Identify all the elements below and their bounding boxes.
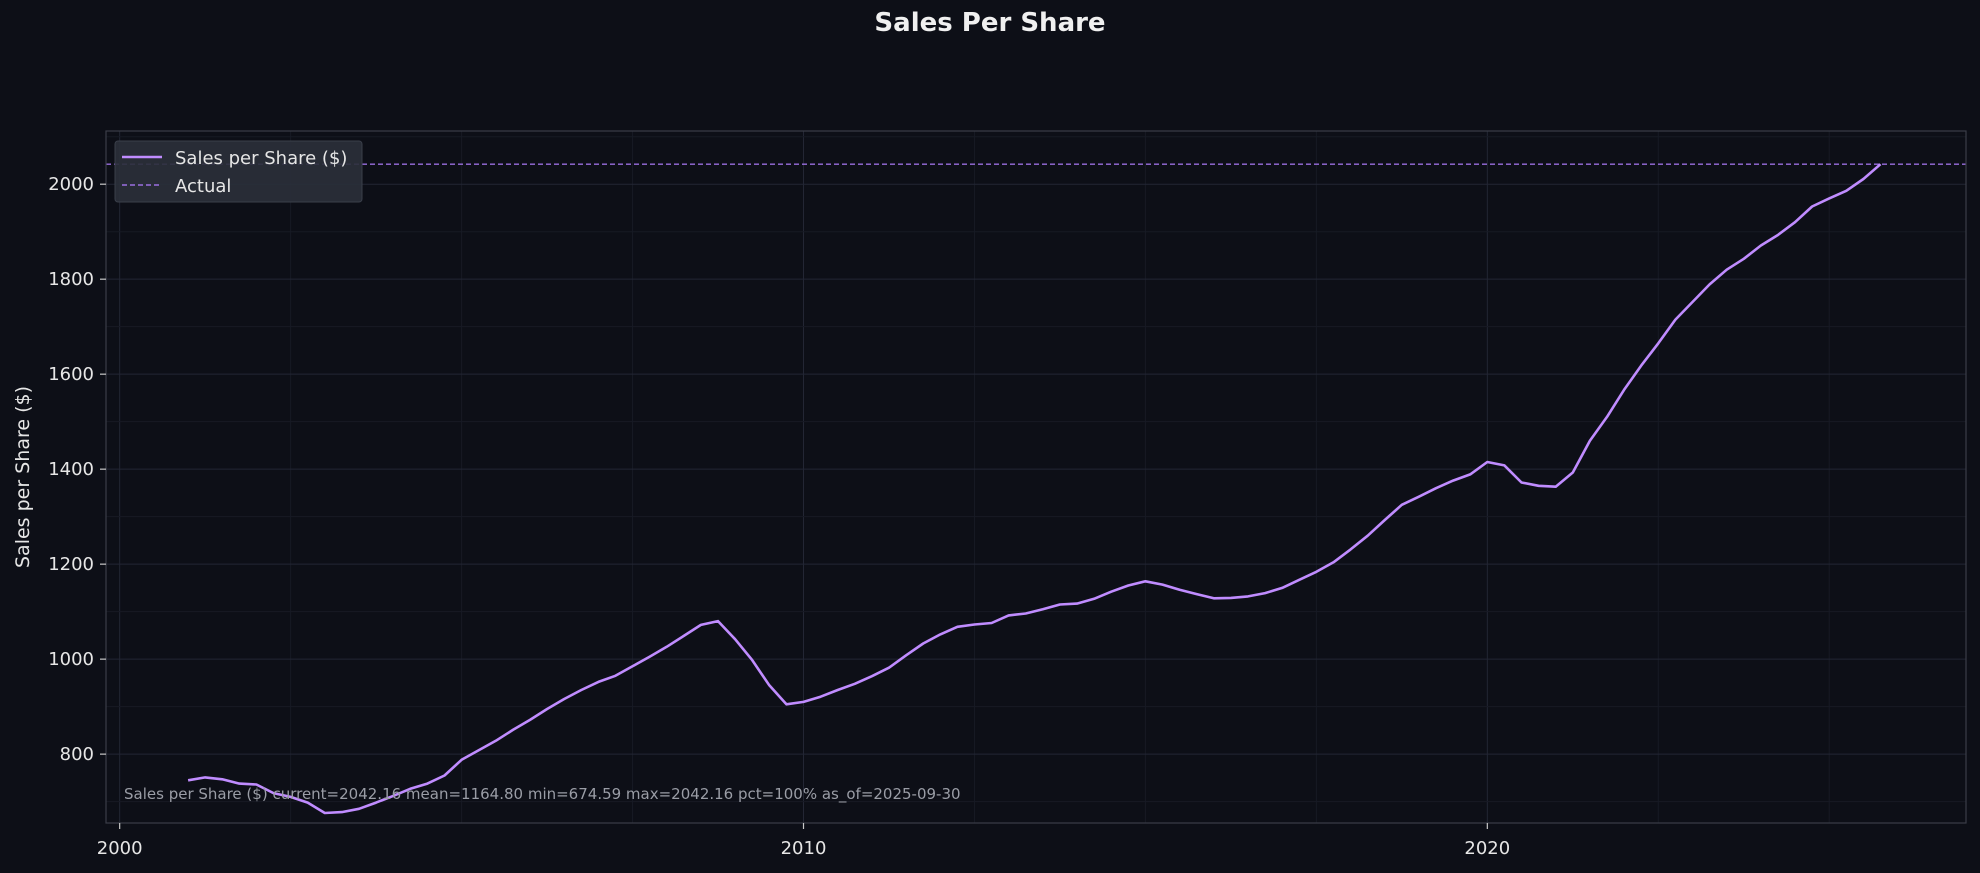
y-axis-label: Sales per Share ($)	[12, 386, 34, 568]
series-layer	[187, 163, 1882, 815]
legend-label-sales: Sales per Share ($)	[175, 148, 347, 169]
plot-area	[106, 131, 1966, 823]
y-tick-label: 1000	[48, 649, 94, 670]
y-tick-label: 1800	[48, 269, 94, 290]
y-tick-label: 1200	[48, 554, 94, 575]
legend: Sales per Share ($) Actual	[114, 140, 363, 203]
y-axis: 800 1000 1200 1400 1600 1800 2000	[48, 174, 106, 765]
grid	[106, 131, 1966, 823]
y-tick-label: 800	[60, 744, 94, 765]
chart-title: Sales Per Share	[874, 8, 1106, 38]
legend-box	[114, 140, 363, 203]
y-tick-label: 1400	[48, 459, 94, 480]
y-tick-label: 2000	[48, 174, 94, 195]
x-tick-label: 2010	[781, 838, 827, 859]
x-tick-label: 2020	[1464, 838, 1510, 859]
plot-frame	[105, 130, 1967, 824]
x-axis: 2000 2010 2020	[97, 823, 1510, 859]
stats-annotation: Sales per Share ($) current=2042.16 mean…	[124, 785, 961, 804]
x-tick-label: 2000	[97, 838, 143, 859]
y-tick-label: 1600	[48, 364, 94, 385]
series-line-sales-per-share	[187, 163, 1882, 815]
legend-label-actual: Actual	[175, 176, 231, 197]
